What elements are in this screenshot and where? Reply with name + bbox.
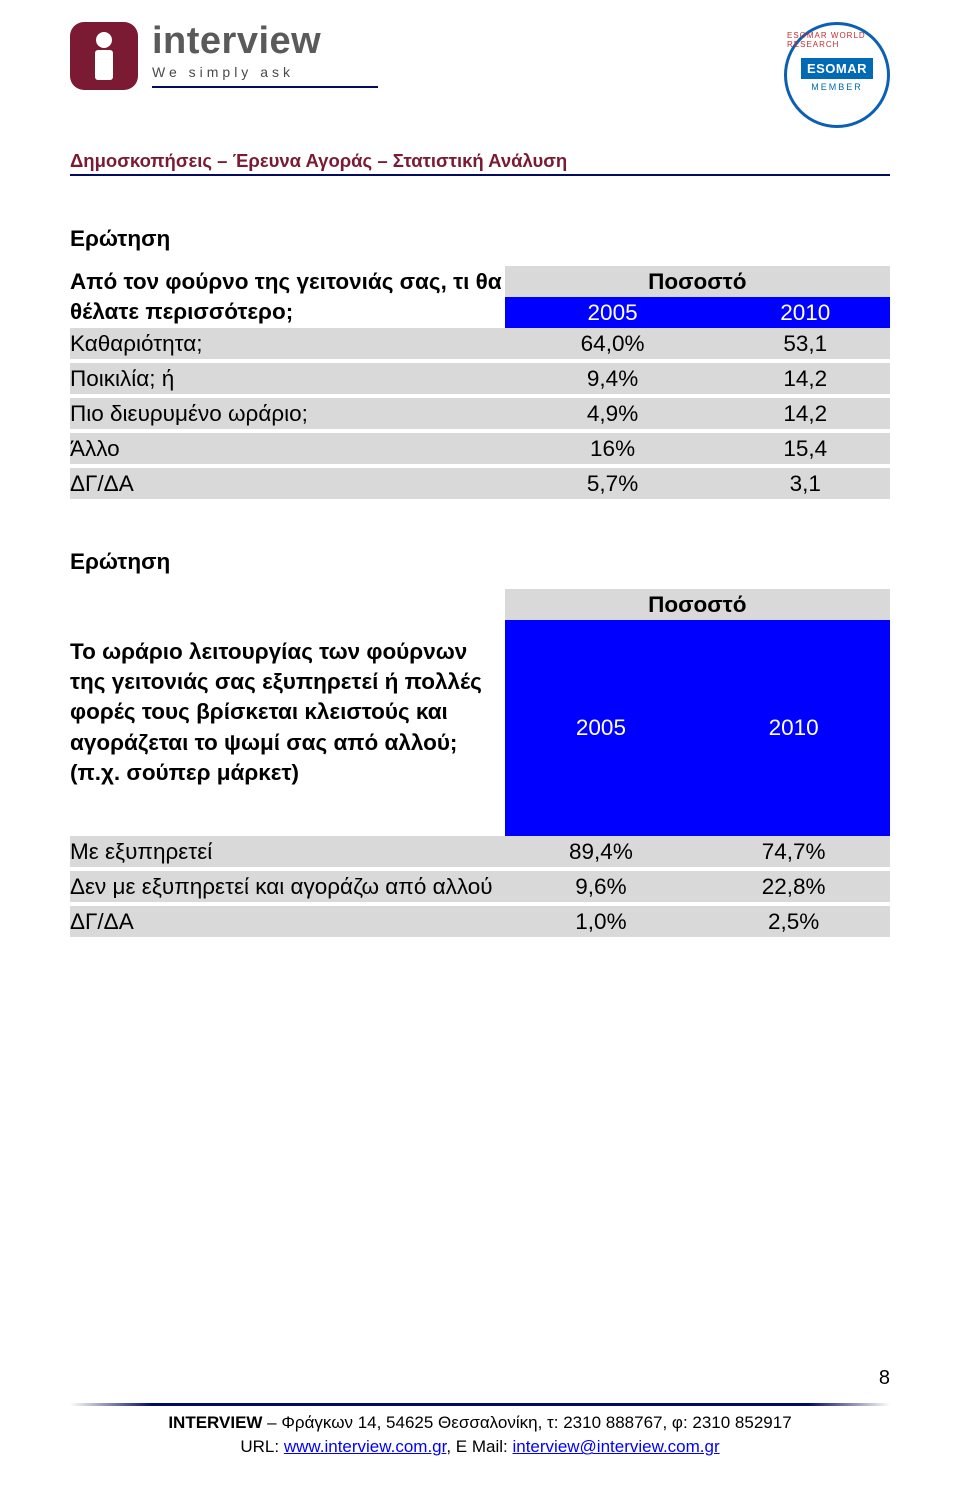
footer-url-link[interactable]: www.interview.com.gr bbox=[284, 1437, 447, 1456]
brand-tagline: We simply ask bbox=[152, 64, 378, 88]
row-label: ΔΓ/ΔΑ bbox=[70, 906, 505, 937]
row-value-2010: 2,5% bbox=[697, 906, 890, 937]
table-row: Δεν με εξυπηρετεί και αγοράζω από αλλού … bbox=[70, 871, 890, 902]
page-header: interview We simply ask ESOMAR WORLD RES… bbox=[70, 22, 890, 128]
row-label: ΔΓ/ΔΑ bbox=[70, 468, 505, 499]
footer-org: INTERVIEW bbox=[168, 1413, 262, 1432]
esomar-member: MEMBER bbox=[811, 82, 863, 92]
brand-logo-icon bbox=[70, 22, 138, 90]
row-value-2010: 3,1 bbox=[721, 468, 890, 499]
row-value-2010: 14,2 bbox=[721, 398, 890, 429]
table-1-header-row: Από τον φούρνο της γειτονιάς σας, τι θα … bbox=[70, 266, 890, 297]
table-1-year-2010: 2010 bbox=[721, 297, 890, 328]
footer-rule bbox=[70, 1403, 890, 1406]
row-value-2005: 9,6% bbox=[505, 871, 698, 902]
table-row: Ποικιλία; ή 9,4% 14,2 bbox=[70, 363, 890, 394]
subheading: Δημοσκοπήσεις – Έρευνα Αγοράς – Στατιστι… bbox=[70, 150, 890, 176]
row-value-2010: 14,2 bbox=[721, 363, 890, 394]
table-1-year-2005: 2005 bbox=[505, 297, 721, 328]
table-row: Άλλο 16% 15,4 bbox=[70, 433, 890, 464]
brand-title: interview bbox=[152, 22, 378, 60]
table-2-year-2005: 2005 bbox=[505, 620, 698, 836]
row-value-2010: 53,1 bbox=[721, 328, 890, 359]
row-label: Με εξυπηρετεί bbox=[70, 836, 505, 867]
table-1: Από τον φούρνο της γειτονιάς σας, τι θα … bbox=[70, 266, 890, 499]
footer-email-label: , E Mail: bbox=[446, 1437, 512, 1456]
footer-email-link[interactable]: interview@interview.com.gr bbox=[512, 1437, 719, 1456]
row-label: Δεν με εξυπηρετεί και αγοράζω από αλλού bbox=[70, 871, 505, 902]
table-2-header-row: Το ωράριο λειτουργίας των φούρνων της γε… bbox=[70, 589, 890, 620]
table-2: Το ωράριο λειτουργίας των φούρνων της γε… bbox=[70, 589, 890, 937]
table-row: Με εξυπηρετεί 89,4% 74,7% bbox=[70, 836, 890, 867]
table-2-percent-header: Ποσοστό bbox=[505, 589, 890, 620]
row-value-2010: 15,4 bbox=[721, 433, 890, 464]
row-value-2005: 64,0% bbox=[505, 328, 721, 359]
brand-text: interview We simply ask bbox=[152, 22, 378, 88]
table-row: ΔΓ/ΔΑ 1,0% 2,5% bbox=[70, 906, 890, 937]
table-2-year-2010: 2010 bbox=[697, 620, 890, 836]
brand-block: interview We simply ask bbox=[70, 22, 378, 90]
esomar-box: ESOMAR bbox=[801, 58, 873, 79]
table-1-percent-header: Ποσοστό bbox=[505, 266, 890, 297]
row-value-2005: 89,4% bbox=[505, 836, 698, 867]
row-value-2005: 4,9% bbox=[505, 398, 721, 429]
row-value-2005: 1,0% bbox=[505, 906, 698, 937]
row-label: Ποικιλία; ή bbox=[70, 363, 505, 394]
footer-url-label: URL: bbox=[240, 1437, 283, 1456]
row-value-2005: 16% bbox=[505, 433, 721, 464]
row-value-2005: 9,4% bbox=[505, 363, 721, 394]
question-label-1: Ερώτηση bbox=[70, 226, 890, 252]
esomar-arc-text: ESOMAR WORLD RESEARCH bbox=[787, 31, 887, 49]
table-2-question: Το ωράριο λειτουργίας των φούρνων της γε… bbox=[70, 589, 505, 836]
row-value-2010: 74,7% bbox=[697, 836, 890, 867]
page-number: 8 bbox=[879, 1367, 890, 1390]
page: interview We simply ask ESOMAR WORLD RES… bbox=[0, 0, 960, 1494]
table-row: Πιο διευρυμένο ωράριο; 4,9% 14,2 bbox=[70, 398, 890, 429]
row-label: Πιο διευρυμένο ωράριο; bbox=[70, 398, 505, 429]
page-footer: INTERVIEW – Φράγκων 14, 54625 Θεσσαλονίκ… bbox=[0, 1411, 960, 1460]
table-1-question: Από τον φούρνο της γειτονιάς σας, τι θα … bbox=[70, 266, 505, 328]
footer-address: – Φράγκων 14, 54625 Θεσσαλονίκη, τ: 2310… bbox=[262, 1413, 791, 1432]
row-value-2005: 5,7% bbox=[505, 468, 721, 499]
logo-bar-icon bbox=[95, 50, 113, 80]
row-label: Άλλο bbox=[70, 433, 505, 464]
question-label-2: Ερώτηση bbox=[70, 549, 890, 575]
esomar-badge-icon: ESOMAR WORLD RESEARCH ESOMAR MEMBER bbox=[784, 22, 890, 128]
table-row: Καθαριότητα; 64,0% 53,1 bbox=[70, 328, 890, 359]
row-value-2010: 22,8% bbox=[697, 871, 890, 902]
row-label: Καθαριότητα; bbox=[70, 328, 505, 359]
logo-dot-icon bbox=[96, 32, 112, 48]
table-row: ΔΓ/ΔΑ 5,7% 3,1 bbox=[70, 468, 890, 499]
